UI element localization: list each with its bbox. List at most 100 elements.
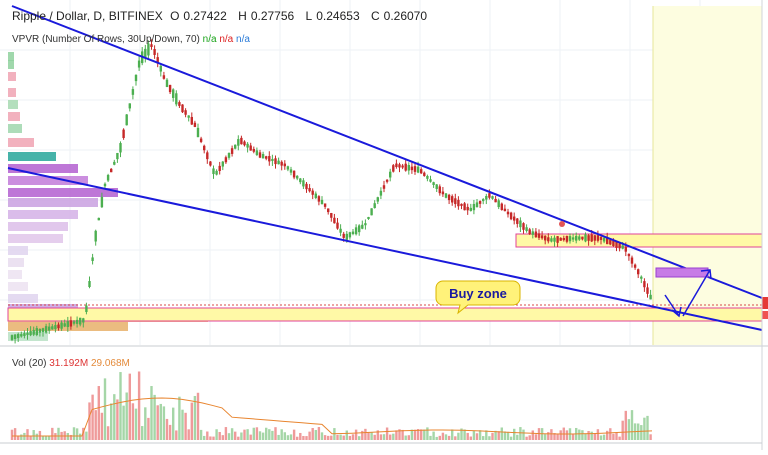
volume-bar — [48, 435, 51, 440]
candle-body — [587, 235, 590, 241]
candle-body — [472, 203, 476, 211]
candle-body — [348, 232, 352, 238]
candle-body — [184, 110, 187, 115]
candle-body — [215, 170, 218, 175]
volume-bar — [246, 429, 249, 440]
volume-bar — [336, 434, 339, 440]
target-zone — [655, 267, 709, 278]
candle-body — [454, 198, 457, 205]
volume-bar — [196, 392, 200, 440]
candle-body — [128, 103, 131, 109]
volume-profile-bar — [8, 124, 22, 133]
volume-bar — [153, 394, 156, 440]
candle-body — [646, 287, 649, 294]
candle-body — [280, 161, 283, 166]
volume-bar — [373, 434, 376, 440]
candle-body — [320, 199, 324, 205]
candle-body — [82, 318, 85, 323]
candle-body — [457, 199, 460, 207]
volume-bar — [571, 434, 575, 440]
volume-bar — [404, 435, 407, 440]
resistance-zone — [515, 233, 763, 248]
volume-profile-bar — [8, 270, 22, 279]
volume-legend[interactable]: Vol (20) 31.192M 29.068M — [12, 358, 130, 369]
volume-bar — [599, 435, 603, 440]
candle-body — [17, 334, 20, 339]
candle-body — [165, 79, 169, 87]
volume-bar — [649, 434, 652, 440]
volume-bar — [35, 433, 38, 440]
candle-body — [404, 163, 407, 171]
candle-body — [240, 137, 243, 145]
volume-bar — [544, 434, 547, 440]
high-value: H 0.27756 — [238, 9, 295, 23]
volume-bar — [230, 428, 234, 440]
volume-bar — [478, 430, 482, 440]
candle-body — [265, 156, 268, 159]
candle-body — [339, 228, 342, 233]
candle-body — [599, 236, 603, 240]
candle-body — [559, 237, 562, 241]
volume-bar — [389, 434, 392, 440]
volume-bar — [20, 434, 23, 440]
candle-body — [252, 148, 255, 152]
volume-bar — [141, 426, 144, 440]
candle-body — [345, 233, 348, 240]
candle-body — [230, 148, 234, 154]
volume-bar — [509, 436, 513, 440]
volume-bar — [327, 435, 330, 440]
vpvr-na-2: n/a — [219, 34, 234, 45]
volume-profile-bar — [8, 164, 78, 173]
volume-bar — [199, 429, 203, 440]
volume-bar — [348, 435, 352, 440]
candle-body — [392, 165, 395, 172]
volume-profile-bar — [8, 88, 16, 97]
vpvr-legend[interactable]: VPVR (Number Of Rows, 30Up/Down, 70) n/a… — [12, 34, 250, 45]
candle-body — [525, 227, 528, 231]
volume-bar — [147, 417, 150, 440]
volume-bar — [392, 433, 395, 440]
candle-body — [85, 305, 88, 312]
volume-bar — [451, 429, 454, 440]
candle-body — [308, 187, 311, 192]
candle-body — [602, 237, 606, 242]
candle-body — [590, 234, 593, 242]
candle-body — [410, 166, 414, 171]
volume-bar — [265, 427, 268, 440]
close-value: C 0.26070 — [370, 9, 428, 23]
candle-body — [199, 138, 203, 142]
volume-bar — [113, 394, 116, 440]
volume-profile-bar — [8, 234, 63, 243]
projection-area — [653, 6, 762, 345]
volume-bar — [416, 429, 420, 440]
volume-bar — [234, 431, 237, 440]
candle-body — [203, 145, 206, 151]
candle-body — [113, 161, 116, 165]
volume-bar — [119, 372, 122, 440]
volume-bar — [423, 429, 426, 440]
volume-profile-bar — [8, 138, 34, 147]
candle-body — [137, 60, 141, 68]
arrow-up-head — [700, 269, 712, 280]
candle-body — [187, 115, 190, 118]
candle-body — [565, 235, 569, 242]
volume-bar — [106, 426, 110, 440]
candle-body — [314, 193, 317, 199]
candle-body — [568, 236, 572, 242]
volume-bar — [168, 424, 172, 440]
candle-body — [110, 168, 113, 173]
candle-body — [413, 166, 417, 172]
candle-body — [649, 294, 652, 300]
candle-body — [522, 223, 525, 230]
volume-bar — [618, 436, 621, 440]
volume-bar — [317, 427, 321, 440]
volume-profile-bar — [8, 282, 28, 291]
volume-profile-bar — [8, 198, 98, 207]
volume-bar — [85, 431, 88, 440]
candle-body — [615, 241, 618, 248]
candle-body — [51, 326, 54, 330]
volume-bar — [289, 434, 293, 440]
volume-bar — [330, 435, 333, 440]
volume-bar — [51, 427, 54, 440]
